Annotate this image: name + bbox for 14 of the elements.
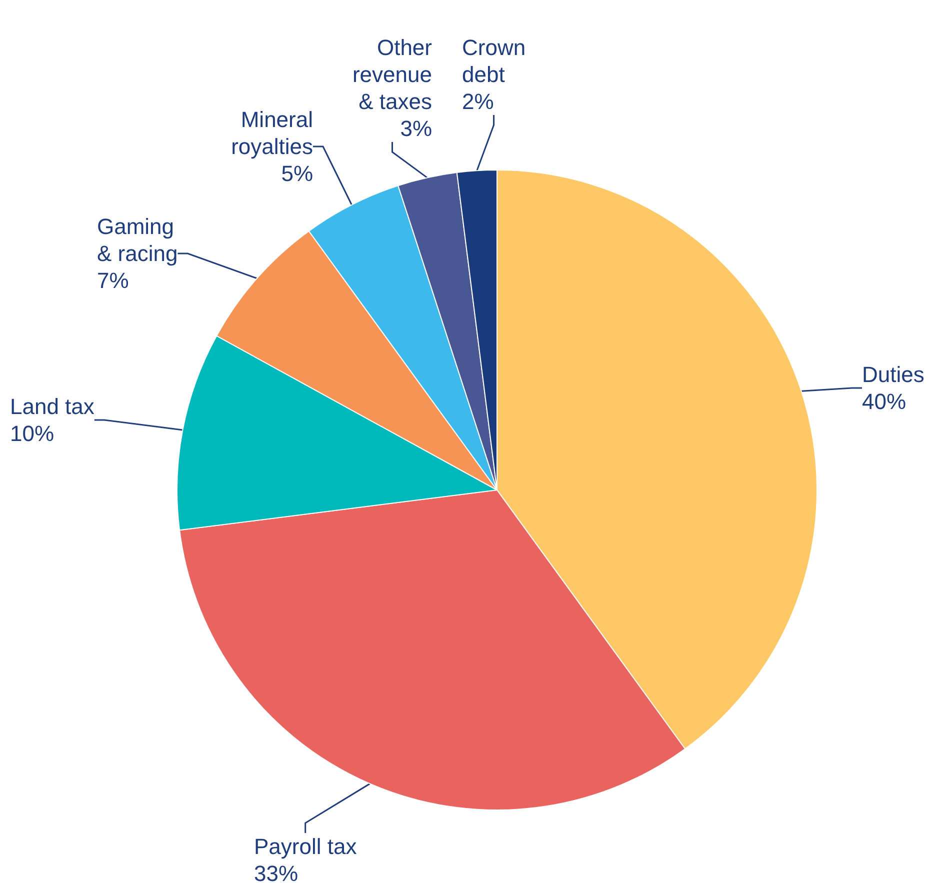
- data-label: 33%: [254, 861, 298, 883]
- data-label: 2%: [462, 89, 494, 114]
- data-label: 3%: [400, 116, 432, 141]
- data-label: 40%: [862, 389, 906, 414]
- slice-label: Gaming & racing: [97, 214, 178, 266]
- slice-label: Payroll tax: [254, 834, 357, 859]
- data-label: 7%: [97, 268, 129, 293]
- slice-label: Duties: [862, 362, 924, 387]
- slice-label: Crown debt: [462, 35, 526, 87]
- slice-label: Land tax: [10, 394, 94, 419]
- slice-label: Other revenue & taxes: [352, 35, 432, 114]
- data-label: 5%: [281, 161, 313, 186]
- slice-label: Mineral royalties: [231, 107, 313, 159]
- data-label: 10%: [10, 421, 54, 446]
